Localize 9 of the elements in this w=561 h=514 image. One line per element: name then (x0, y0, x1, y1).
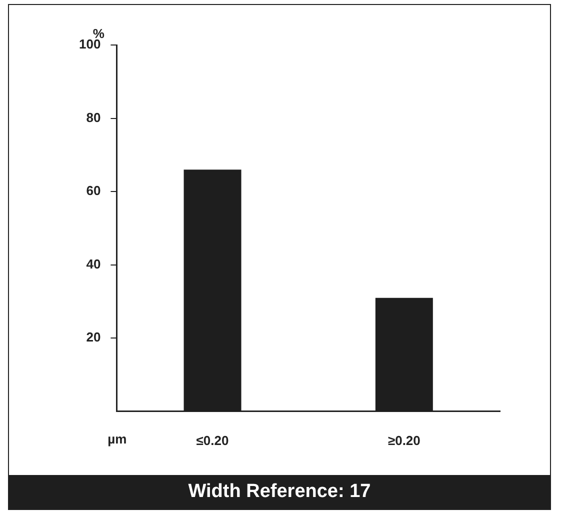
x-axis-title: µm (108, 431, 127, 446)
x-tick-label: ≥0.20 (388, 432, 420, 448)
y-tick-label: 20 (86, 330, 101, 345)
y-tick-label: 60 (86, 183, 101, 198)
y-tick-label: 100 (78, 36, 101, 52)
y-tick-label: 40 (86, 256, 101, 272)
text: Width Reference: 17 (9, 475, 550, 509)
x-tick-label: ≤0.20 (196, 432, 229, 448)
y-tick-label: 80 (86, 110, 101, 125)
